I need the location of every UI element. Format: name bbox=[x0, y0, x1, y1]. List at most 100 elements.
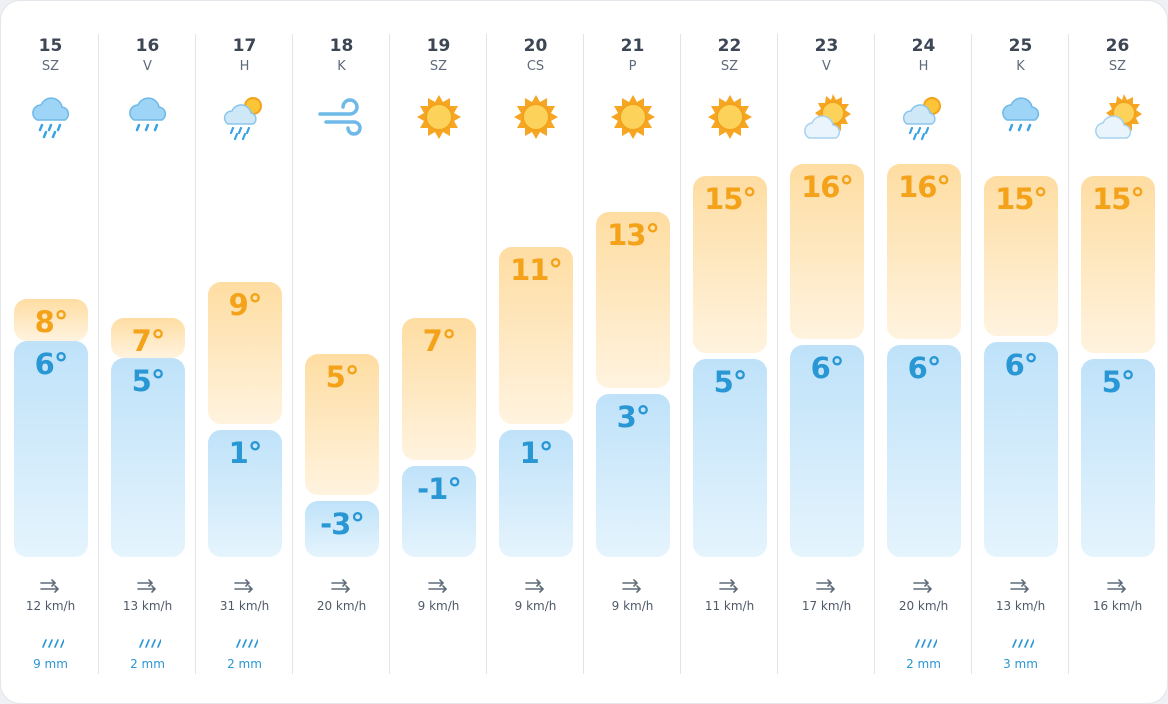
high-temp-bar: 7° bbox=[402, 318, 476, 460]
wind-icon bbox=[40, 579, 60, 593]
precipitation: 2 mm bbox=[227, 657, 262, 671]
day-number: 19 bbox=[426, 36, 451, 56]
low-temp: 6° bbox=[34, 347, 69, 381]
high-temp: 16° bbox=[898, 170, 951, 204]
high-temp: 13° bbox=[607, 218, 660, 252]
wind-speed: 12 km/h bbox=[25, 599, 76, 613]
day-number: 26 bbox=[1105, 36, 1130, 56]
day-number: 23 bbox=[814, 36, 839, 56]
wind-speed: 9 km/h bbox=[514, 599, 557, 613]
low-temp-bar: 1° bbox=[208, 430, 282, 557]
low-temp-bar: 3° bbox=[596, 394, 670, 557]
column-divider bbox=[971, 34, 972, 674]
weekday-label: H bbox=[918, 59, 929, 74]
wind-speed: 17 km/h bbox=[801, 599, 852, 613]
wind-speed: 31 km/h bbox=[219, 599, 270, 613]
column-divider bbox=[777, 34, 778, 674]
weekday-label: CS bbox=[526, 59, 545, 74]
high-temp-bar: 9° bbox=[208, 282, 282, 424]
high-temp: 7° bbox=[131, 324, 166, 358]
column-divider bbox=[195, 34, 196, 674]
column-divider bbox=[292, 34, 293, 674]
high-temp-bar: 5° bbox=[305, 354, 379, 495]
day-number: 16 bbox=[135, 36, 160, 56]
forecast-day-25[interactable]: 25 K 15° 6° 13 km/h 3 mm bbox=[972, 34, 1069, 674]
low-temp-bar: -3° bbox=[305, 501, 379, 557]
sun-icon bbox=[708, 95, 752, 139]
forecast-day-18[interactable]: 18 K 5° -3° 20 km/h bbox=[293, 34, 390, 674]
wind-speed: 13 km/h bbox=[995, 599, 1046, 613]
wind-icon bbox=[234, 579, 254, 593]
rain-cloud-icon bbox=[129, 97, 167, 132]
wind-gust-icon bbox=[318, 98, 362, 136]
forecast-day-23[interactable]: 23 V 16° 6° 17 km/h bbox=[778, 34, 875, 674]
weekday-label: SZ bbox=[1108, 59, 1127, 74]
low-temp: 6° bbox=[810, 351, 845, 385]
day-number: 25 bbox=[1008, 36, 1033, 56]
low-temp-bar: 6° bbox=[984, 342, 1058, 557]
low-temp-bar: 6° bbox=[887, 345, 961, 557]
column-divider bbox=[680, 34, 681, 674]
forecast-day-24[interactable]: 24 H 16° 6° 20 km/h 2 mm bbox=[875, 34, 972, 674]
forecast-day-15[interactable]: 15 SZ 8° 6° 12 km/h 9 mm bbox=[2, 34, 99, 674]
high-temp-bar: 16° bbox=[790, 164, 864, 339]
forecast-day-22[interactable]: 22 SZ 15° 5° 11 km/h bbox=[681, 34, 778, 674]
low-temp-bar: 1° bbox=[499, 430, 573, 557]
column-divider bbox=[1068, 34, 1069, 674]
low-temp: 1° bbox=[228, 436, 263, 470]
high-temp-bar: 11° bbox=[499, 247, 573, 424]
forecast-day-17[interactable]: 17 H 9° 1° 31 km/h 2 mm bbox=[196, 34, 293, 674]
high-temp-bar: 16° bbox=[887, 164, 961, 339]
weekday-label: SZ bbox=[429, 59, 448, 74]
weekday-label: SZ bbox=[720, 59, 739, 74]
low-temp-bar: 5° bbox=[693, 359, 767, 557]
wind-speed: 20 km/h bbox=[316, 599, 367, 613]
day-number: 22 bbox=[717, 36, 742, 56]
column-divider bbox=[874, 34, 875, 674]
forecast-day-16[interactable]: 16 V 7° 5° 13 km/h 2 mm bbox=[99, 34, 196, 674]
column-divider bbox=[583, 34, 584, 674]
weekday-label: V bbox=[822, 59, 831, 74]
column-divider bbox=[486, 34, 487, 674]
day-number: 17 bbox=[232, 36, 257, 56]
weekday-label: P bbox=[628, 59, 637, 74]
rain-cloud-icon bbox=[1002, 97, 1040, 132]
sun-rain-cloud-icon bbox=[902, 97, 941, 141]
wind-icon bbox=[428, 579, 448, 593]
forecast-day-19[interactable]: 19 SZ 7° -1° 9 km/h bbox=[390, 34, 487, 674]
forecast-day-26[interactable]: 26 SZ 15° 5° 16 km/h bbox=[1069, 34, 1166, 674]
wind-speed: 20 km/h bbox=[898, 599, 949, 613]
high-temp-bar: 15° bbox=[693, 176, 767, 353]
weekday-label: V bbox=[143, 59, 152, 74]
column-divider bbox=[389, 34, 390, 674]
low-temp-bar: -1° bbox=[402, 466, 476, 557]
low-temp-bar: 5° bbox=[111, 358, 185, 557]
wind-icon bbox=[719, 579, 739, 593]
low-temp: 5° bbox=[131, 364, 166, 398]
low-temp: -3° bbox=[320, 507, 365, 541]
precipitation: 9 mm bbox=[33, 657, 68, 671]
low-temp-bar: 5° bbox=[1081, 359, 1155, 557]
forecast-day-20[interactable]: 20 CS 11° 1° 9 km/h bbox=[487, 34, 584, 674]
high-temp: 16° bbox=[801, 170, 854, 204]
wind-speed: 9 km/h bbox=[611, 599, 654, 613]
precipitation: 2 mm bbox=[906, 657, 941, 671]
low-temp: 1° bbox=[519, 436, 554, 470]
weekday-label: K bbox=[1016, 59, 1025, 74]
wind-speed: 9 km/h bbox=[417, 599, 460, 613]
low-temp: 3° bbox=[616, 400, 651, 434]
precipitation: 3 mm bbox=[1003, 657, 1038, 671]
precipitation: 2 mm bbox=[130, 657, 165, 671]
wind-icon bbox=[622, 579, 642, 593]
weekday-label: H bbox=[239, 59, 250, 74]
wind-icon bbox=[331, 579, 351, 593]
sun-icon bbox=[417, 95, 461, 139]
sun-icon bbox=[514, 95, 558, 139]
day-number: 24 bbox=[911, 36, 936, 56]
high-temp: 15° bbox=[995, 182, 1048, 216]
day-number: 20 bbox=[523, 36, 548, 56]
wind-speed: 11 km/h bbox=[704, 599, 755, 613]
sun-icon bbox=[611, 95, 655, 139]
wind-speed: 16 km/h bbox=[1092, 599, 1143, 613]
forecast-day-21[interactable]: 21 P 13° 3° 9 km/h bbox=[584, 34, 681, 674]
